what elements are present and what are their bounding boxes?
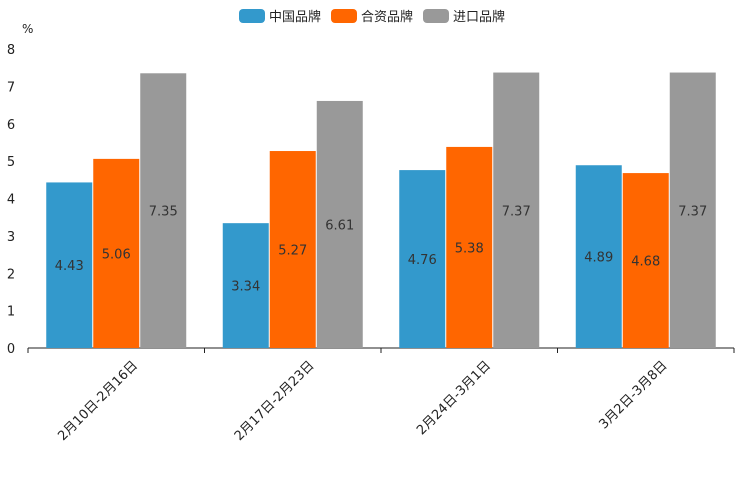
- data-label: 7.37: [502, 204, 531, 219]
- data-label: 5.38: [455, 241, 484, 256]
- bar-2-3: [446, 146, 493, 348]
- bar-1-3: [399, 170, 446, 348]
- legend-label-joint-venture-brand: 合资品牌: [360, 10, 413, 25]
- y-tick-label: 7: [7, 80, 15, 95]
- y-tick-label: 6: [7, 118, 15, 133]
- data-label: 4.43: [55, 259, 84, 274]
- y-tick-label: 0: [7, 342, 15, 357]
- y-tick-label: 3: [7, 230, 15, 245]
- y-tick-label: 2: [7, 267, 15, 282]
- bar-3-1: [140, 73, 187, 348]
- legend-label-china-brand: 中国品牌: [268, 10, 321, 25]
- y-tick-label: 8: [7, 43, 15, 58]
- x-tick-label: 2月24日-3月1日: [414, 358, 494, 438]
- legend-item-china-brand[interactable]: 中国品牌: [238, 6, 321, 25]
- data-label: 5.27: [278, 244, 307, 259]
- bar-1-4: [575, 165, 622, 348]
- bar-1-2: [222, 223, 269, 348]
- y-tick-label: 4: [7, 193, 15, 208]
- x-tick-label: 3月2日-3月8日: [596, 358, 670, 432]
- legend-item-import-brand[interactable]: 进口品牌: [423, 6, 505, 25]
- x-tick-label: 2月17日-2月23日: [232, 358, 318, 444]
- legend-swatch-china-brand: [238, 8, 265, 23]
- bar-3-3: [493, 72, 540, 348]
- bar-3-4: [669, 72, 716, 348]
- legend-swatch-import-brand: [423, 8, 449, 23]
- data-label: 3.34: [231, 280, 260, 295]
- legend-swatch-joint-venture-brand: [330, 8, 357, 23]
- data-label: 4.68: [631, 255, 660, 270]
- data-label: 4.89: [584, 251, 613, 266]
- bar-2-1: [93, 158, 140, 348]
- legend-label-import-brand: 进口品牌: [453, 10, 506, 25]
- bar-2-2: [269, 151, 316, 348]
- data-label: 5.06: [102, 247, 131, 262]
- data-label: 4.76: [408, 253, 437, 268]
- y-axis-unit-label: %: [22, 22, 33, 36]
- data-label: 7.35: [149, 205, 178, 220]
- bar-1-1: [46, 182, 93, 348]
- data-label: 6.61: [325, 218, 354, 233]
- chart-legend: 中国品牌 合资品牌 进口品牌: [0, 6, 744, 25]
- bar-3-2: [316, 100, 363, 348]
- x-tick-label: 2月10日-2月16日: [55, 358, 141, 444]
- legend-item-joint-venture-brand[interactable]: 合资品牌: [330, 6, 413, 25]
- bar-2-4: [622, 173, 669, 348]
- y-tick-label: 1: [7, 305, 15, 320]
- data-label: 7.37: [678, 204, 707, 219]
- y-tick-label: 5: [7, 155, 15, 170]
